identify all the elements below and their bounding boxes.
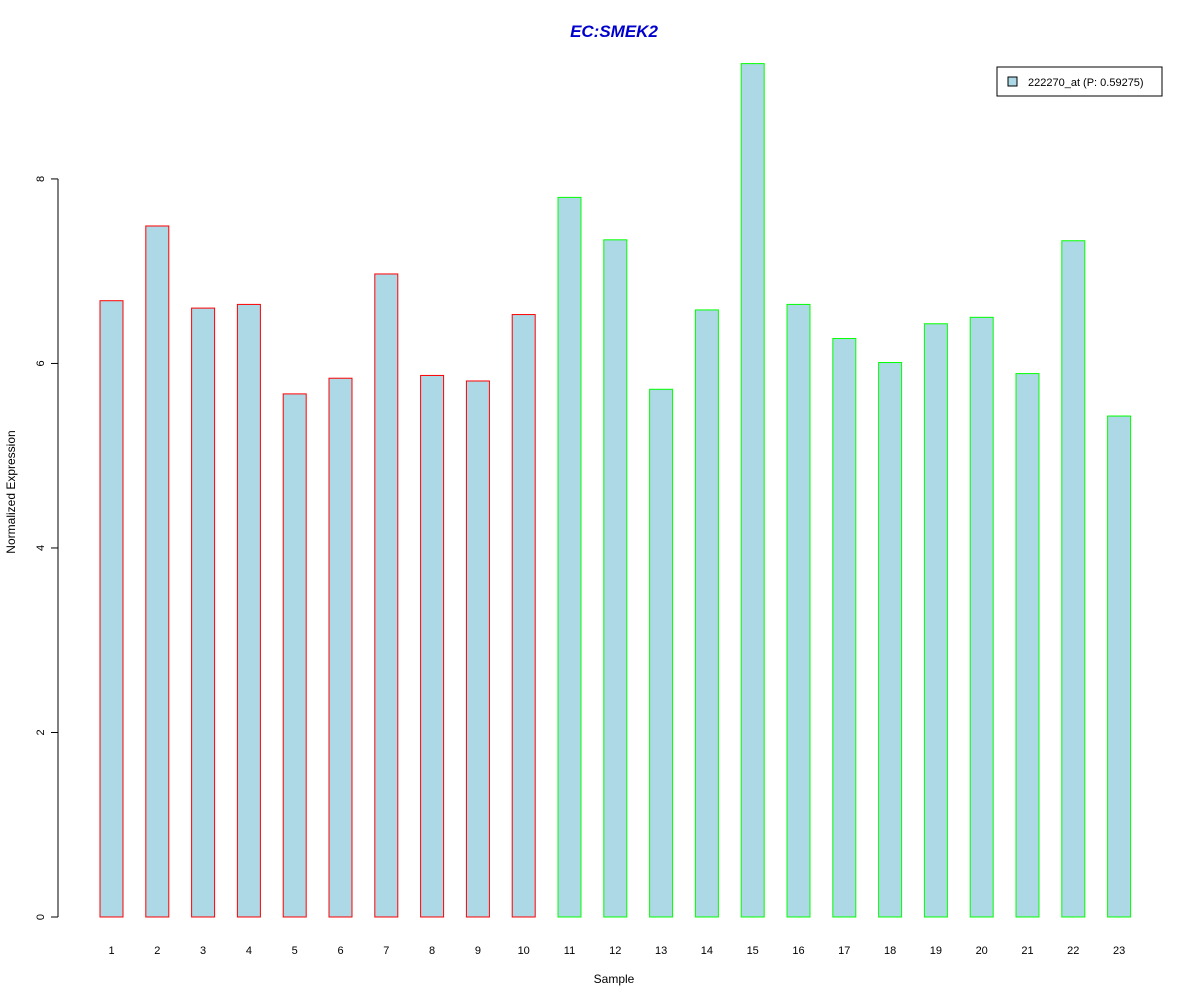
x-tick-label: 13 xyxy=(655,945,667,957)
bar xyxy=(969,316,994,918)
x-tick-label: 5 xyxy=(292,945,298,957)
x-tick-label: 18 xyxy=(884,945,896,957)
legend-swatch xyxy=(1007,76,1018,87)
x-tick-label: 15 xyxy=(747,945,759,957)
bar xyxy=(832,338,857,918)
x-tick-label: 9 xyxy=(475,945,481,957)
x-tick-label: 10 xyxy=(518,945,530,957)
x-tick-label: 8 xyxy=(429,945,435,957)
x-tick-label: 20 xyxy=(976,945,988,957)
legend-entry-label: 222270_at (P: 0.59275) xyxy=(1028,77,1144,89)
bar xyxy=(1061,240,1086,918)
y-tick-label: 0 xyxy=(35,914,47,920)
bar xyxy=(328,377,353,918)
x-tick-labels: 1 2 3 4 5 6 7 8 9 10 11 12 13 14 15 16 17 18 19 20 21 22 23 xyxy=(108,945,1125,957)
bar xyxy=(878,362,903,918)
y-tick-label: 4 xyxy=(35,545,47,551)
x-tick-label: 1 xyxy=(108,945,114,957)
bar xyxy=(603,239,628,918)
bar xyxy=(282,393,307,918)
x-tick-label: 23 xyxy=(1113,945,1125,957)
bar xyxy=(191,307,216,918)
x-tick-label: 21 xyxy=(1021,945,1033,957)
x-tick-label: 14 xyxy=(701,945,713,957)
y-axis: 0 2 4 6 8 xyxy=(35,176,59,920)
x-tick-label: 12 xyxy=(609,945,621,957)
x-tick-label: 7 xyxy=(383,945,389,957)
x-tick-label: 19 xyxy=(930,945,942,957)
bar xyxy=(786,303,811,918)
bar xyxy=(1015,373,1040,918)
x-tick-label: 16 xyxy=(792,945,804,957)
x-axis-label: Sample xyxy=(594,972,635,986)
bar xyxy=(420,374,445,918)
y-tick-label: 8 xyxy=(35,176,47,182)
bar xyxy=(511,314,536,918)
bar xyxy=(145,225,170,918)
x-tick-label: 2 xyxy=(154,945,160,957)
x-tick-label: 11 xyxy=(564,945,575,957)
bar xyxy=(740,63,765,918)
bar xyxy=(374,273,399,918)
bar xyxy=(557,196,582,918)
y-tick-label: 6 xyxy=(35,360,47,366)
bar xyxy=(923,323,948,918)
bar xyxy=(694,309,719,918)
x-tick-label: 22 xyxy=(1067,945,1079,957)
y-tick-label: 2 xyxy=(35,729,47,735)
bars xyxy=(99,63,1132,918)
y-axis-label: Normalized Expression xyxy=(4,430,18,553)
x-tick-label: 4 xyxy=(246,945,252,957)
bar xyxy=(649,388,674,918)
x-tick-label: 3 xyxy=(200,945,206,957)
legend: 222270_at (P: 0.59275) xyxy=(996,66,1163,97)
bar xyxy=(1107,415,1132,918)
x-tick-label: 17 xyxy=(838,945,850,957)
x-tick-label: 6 xyxy=(337,945,343,957)
chart-title: EC:SMEK2 xyxy=(570,22,658,41)
bar xyxy=(236,303,261,918)
bar xyxy=(99,300,124,918)
bar xyxy=(465,380,490,918)
legend-box xyxy=(996,66,1163,97)
